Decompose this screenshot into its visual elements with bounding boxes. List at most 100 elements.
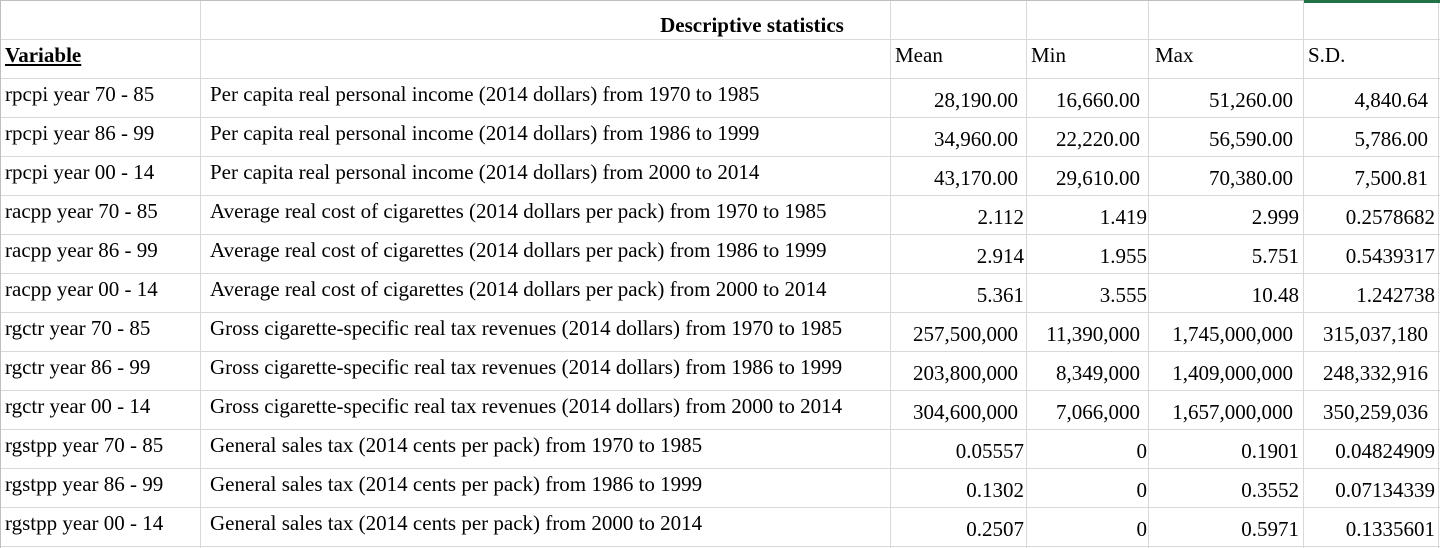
cell-variable[interactable]: rpcpi year 86 - 99 xyxy=(5,121,155,145)
cell-sd[interactable]: 248,332,916 xyxy=(1323,361,1428,385)
column-gridline xyxy=(1026,0,1027,548)
cell-description[interactable]: Average real cost of cigarettes (2014 do… xyxy=(210,277,827,301)
cell-min[interactable]: 1.419 xyxy=(1099,205,1147,229)
cell-min[interactable]: 29,610.00 xyxy=(1056,166,1140,190)
cell-mean[interactable]: 203,800,000 xyxy=(913,361,1018,385)
cell-min[interactable]: 0 xyxy=(1136,517,1148,541)
cell-mean[interactable]: 2.112 xyxy=(977,205,1024,229)
cell-mean[interactable]: 28,190.00 xyxy=(934,88,1018,112)
cell-variable[interactable]: racpp year 00 - 14 xyxy=(5,277,158,301)
cell-mean[interactable]: 34,960.00 xyxy=(934,127,1018,151)
cell-sd[interactable]: 4,840.64 xyxy=(1354,88,1429,112)
cell-max[interactable]: 1,409,000,000 xyxy=(1172,361,1293,385)
grid-border-left xyxy=(0,0,1,548)
column-gridline xyxy=(890,0,891,548)
row-gridline xyxy=(0,156,1440,157)
cell-min[interactable]: 22,220.00 xyxy=(1056,127,1140,151)
cell-mean[interactable]: 43,170.00 xyxy=(934,166,1018,190)
cell-variable[interactable]: rgctr year 86 - 99 xyxy=(5,355,151,379)
cell-sd[interactable]: 0.2578682 xyxy=(1345,205,1435,229)
cell-max[interactable]: 5.751 xyxy=(1251,244,1299,268)
cell-variable[interactable]: rgctr year 70 - 85 xyxy=(5,316,151,340)
cell-sd[interactable]: 0.1335601 xyxy=(1345,517,1435,541)
cell-min[interactable]: 7,066,000 xyxy=(1056,400,1140,424)
cell-max[interactable]: 1,657,000,000 xyxy=(1172,400,1293,424)
cell-mean[interactable]: 0.05557 xyxy=(955,439,1024,463)
cell-variable[interactable]: rgctr year 00 - 14 xyxy=(5,394,151,418)
cell-description[interactable]: Average real cost of cigarettes (2014 do… xyxy=(210,199,827,223)
row-gridline xyxy=(0,429,1440,430)
row-gridline xyxy=(0,468,1440,469)
cell-min[interactable]: 1.955 xyxy=(1099,244,1147,268)
cell-description[interactable]: Gross cigarette-specific real tax revenu… xyxy=(210,394,843,418)
cell-mean[interactable]: 0.2507 xyxy=(966,517,1024,541)
cell-min[interactable]: 0 xyxy=(1136,439,1148,463)
header-mean[interactable]: Mean xyxy=(895,43,943,67)
row-gridline xyxy=(0,312,1440,313)
row-gridline xyxy=(0,195,1440,196)
cell-max[interactable]: 51,260.00 xyxy=(1209,88,1293,112)
cell-sd[interactable]: 0.07134339 xyxy=(1335,478,1435,502)
cell-description[interactable]: Gross cigarette-specific real tax revenu… xyxy=(210,355,843,379)
cell-description[interactable]: Per capita real personal income (2014 do… xyxy=(210,160,760,184)
row-gridline xyxy=(0,117,1440,118)
cell-max[interactable]: 70,380.00 xyxy=(1209,166,1293,190)
row-gridline xyxy=(0,390,1440,391)
row-gridline xyxy=(0,546,1440,547)
cell-description[interactable]: General sales tax (2014 cents per pack) … xyxy=(210,472,703,496)
row-gridline xyxy=(0,39,1440,40)
cell-sd[interactable]: 0.04824909 xyxy=(1335,439,1435,463)
selected-cell-indicator xyxy=(1304,0,1440,3)
header-min[interactable]: Min xyxy=(1031,43,1067,67)
table-title: Descriptive statistics xyxy=(660,13,844,37)
cell-description[interactable]: General sales tax (2014 cents per pack) … xyxy=(210,433,703,457)
column-gridline xyxy=(1148,0,1149,548)
cell-max[interactable]: 0.3552 xyxy=(1241,478,1299,502)
cell-min[interactable]: 8,349,000 xyxy=(1056,361,1140,385)
cell-variable[interactable]: rgstpp year 00 - 14 xyxy=(5,511,164,535)
cell-max[interactable]: 0.1901 xyxy=(1241,439,1299,463)
cell-description[interactable]: Per capita real personal income (2014 do… xyxy=(210,121,760,145)
cell-description[interactable]: Average real cost of cigarettes (2014 do… xyxy=(210,238,827,262)
row-gridline xyxy=(0,351,1440,352)
row-gridline xyxy=(0,234,1440,235)
grid-border-top xyxy=(0,0,1440,1)
cell-mean[interactable]: 2.914 xyxy=(976,244,1024,268)
cell-variable[interactable]: rpcpi year 70 - 85 xyxy=(5,82,155,106)
cell-max[interactable]: 0.5971 xyxy=(1241,517,1299,541)
column-gridline xyxy=(1303,0,1304,548)
row-gridline xyxy=(0,507,1440,508)
cell-sd[interactable]: 315,037,180 xyxy=(1323,322,1428,346)
cell-variable[interactable]: rgstpp year 86 - 99 xyxy=(5,472,164,496)
cell-mean[interactable]: 304,600,000 xyxy=(913,400,1018,424)
header-max[interactable]: Max xyxy=(1155,43,1194,67)
cell-description[interactable]: Gross cigarette-specific real tax revenu… xyxy=(210,316,843,340)
cell-sd[interactable]: 0.5439317 xyxy=(1345,244,1435,268)
cell-sd[interactable]: 7,500.81 xyxy=(1354,166,1429,190)
cell-description[interactable]: General sales tax (2014 cents per pack) … xyxy=(210,511,703,535)
cell-variable[interactable]: rgstpp year 70 - 85 xyxy=(5,433,164,457)
cell-sd[interactable]: 5,786.00 xyxy=(1354,127,1429,151)
cell-max[interactable]: 10.48 xyxy=(1251,283,1299,307)
cell-min[interactable]: 11,390,000 xyxy=(1046,322,1140,346)
cell-min[interactable]: 0 xyxy=(1136,478,1148,502)
header-variable[interactable]: Variable xyxy=(5,43,82,67)
cell-max[interactable]: 2.999 xyxy=(1251,205,1299,229)
cell-max[interactable]: 1,745,000,000 xyxy=(1172,322,1293,346)
cell-max[interactable]: 56,590.00 xyxy=(1209,127,1293,151)
header-sd[interactable]: S.D. xyxy=(1308,43,1346,67)
cell-description[interactable]: Per capita real personal income (2014 do… xyxy=(210,82,760,106)
cell-min[interactable]: 16,660.00 xyxy=(1056,88,1140,112)
cell-sd[interactable]: 1.242738 xyxy=(1356,283,1435,307)
cell-min[interactable]: 3.555 xyxy=(1099,283,1147,307)
column-gridline xyxy=(1438,0,1439,548)
cell-variable[interactable]: racpp year 86 - 99 xyxy=(5,238,158,262)
column-gridline xyxy=(200,0,201,548)
cell-variable[interactable]: racpp year 70 - 85 xyxy=(5,199,158,223)
cell-mean[interactable]: 0.1302 xyxy=(966,478,1024,502)
cell-variable[interactable]: rpcpi year 00 - 14 xyxy=(5,160,155,184)
cell-mean[interactable]: 5.361 xyxy=(976,283,1024,307)
cell-mean[interactable]: 257,500,000 xyxy=(913,322,1018,346)
cell-sd[interactable]: 350,259,036 xyxy=(1323,400,1428,424)
